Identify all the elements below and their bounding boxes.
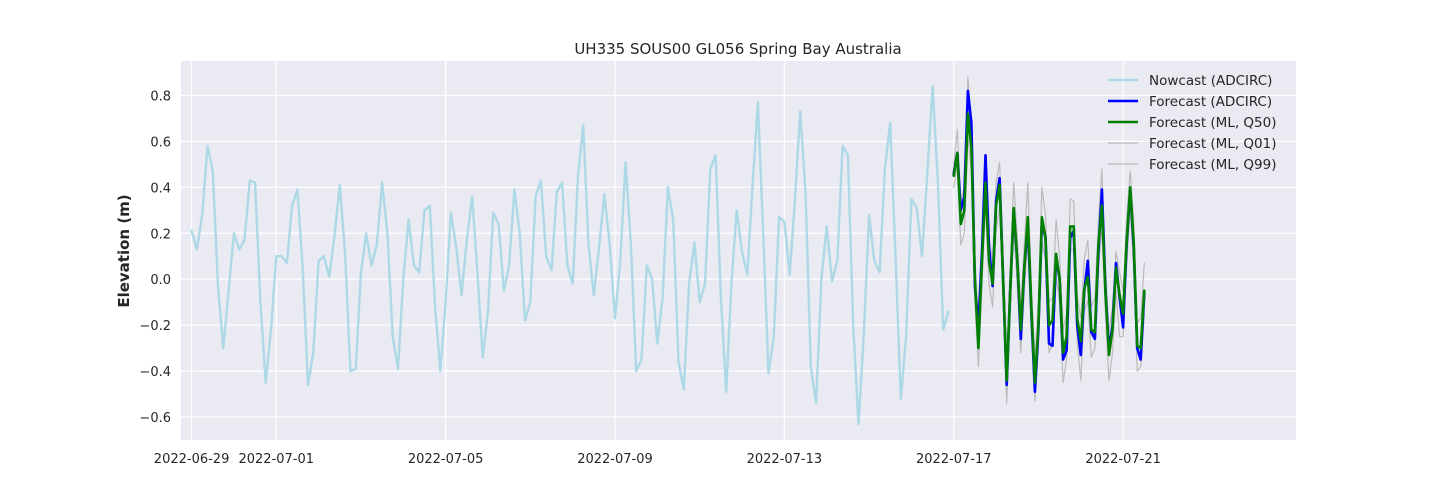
y-tick-label: 0.0 bbox=[150, 273, 171, 288]
x-tick-label: 2022-07-21 bbox=[1085, 452, 1161, 467]
plot-background bbox=[181, 61, 1296, 440]
y-tick-label: −0.4 bbox=[139, 365, 171, 380]
y-tick-label: 0.8 bbox=[150, 89, 171, 104]
x-tick-labels: 2022-06-29 2022-07-01 2022-07-05 2022-07-09… bbox=[154, 452, 1161, 467]
x-tick-label: 2022-07-17 bbox=[916, 452, 992, 467]
legend-label-4: Forecast (ML, Q99) bbox=[1149, 157, 1277, 173]
y-tick-label: 0.2 bbox=[150, 227, 171, 242]
y-axis-label: Elevation (m) bbox=[115, 194, 133, 307]
legend-label-3: Forecast (ML, Q01) bbox=[1149, 136, 1277, 152]
y-tick-label: 0.6 bbox=[150, 135, 171, 150]
series-line-0 bbox=[190, 85, 950, 426]
x-gridlines bbox=[190, 61, 1124, 440]
legend: Nowcast (ADCIRC) Forecast (ADCIRC) Forecas… bbox=[1108, 73, 1277, 173]
y-tick-label: −0.2 bbox=[139, 319, 171, 334]
y-tick-label: 0.4 bbox=[150, 181, 171, 196]
x-tick-label: 2022-06-29 bbox=[154, 452, 230, 467]
x-tick-label: 2022-07-01 bbox=[238, 452, 314, 467]
x-tick-label: 2022-07-05 bbox=[408, 452, 484, 467]
x-tick-label: 2022-07-13 bbox=[747, 452, 823, 467]
series-line-2 bbox=[952, 112, 1146, 384]
x-tick-label: 2022-07-09 bbox=[577, 452, 653, 467]
legend-label-2: Forecast (ML, Q50) bbox=[1149, 115, 1277, 131]
y-tick-label: −0.6 bbox=[139, 411, 171, 426]
chart-title: UH335 SOUS00 GL056 Spring Bay Australia bbox=[574, 40, 901, 58]
y-tick-labels: −0.6 −0.4 −0.2 0.0 0.2 0.4 0.6 0.8 bbox=[139, 89, 171, 426]
legend-label-0: Nowcast (ADCIRC) bbox=[1149, 73, 1272, 89]
legend-label-1: Forecast (ADCIRC) bbox=[1149, 94, 1272, 110]
series-lines bbox=[190, 76, 1146, 426]
